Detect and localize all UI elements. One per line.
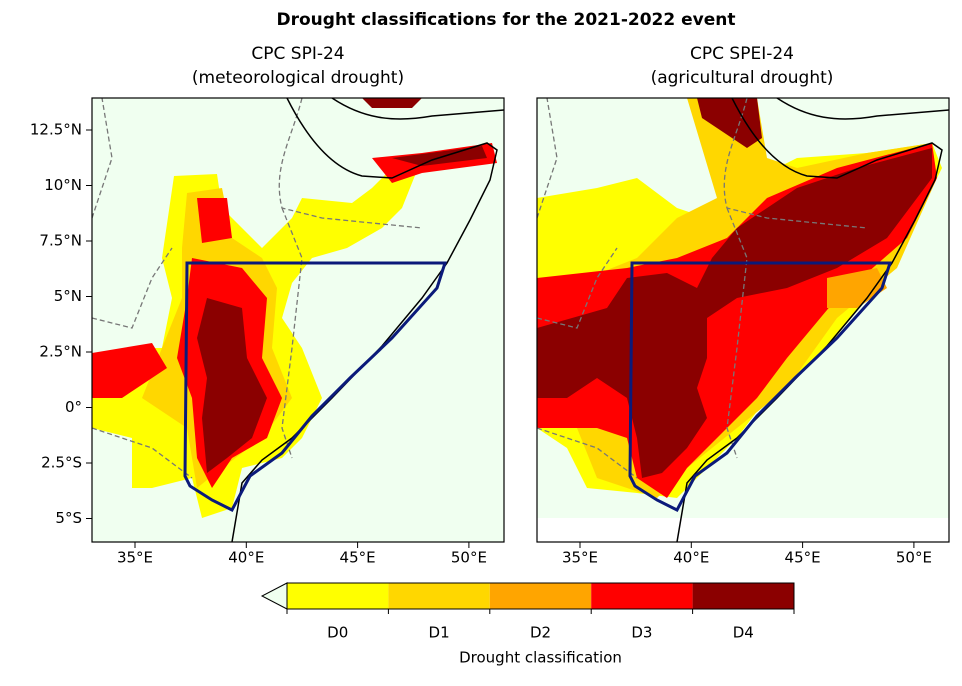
colorbar-label: D4 — [733, 624, 754, 642]
panel-subtitle: (agricultural drought) — [651, 68, 834, 88]
figure-title: Drought classifications for the 2021-202… — [277, 10, 736, 30]
map-panel — [91, 97, 505, 543]
x-tick-label: 35°E — [117, 549, 153, 567]
drought-area — [197, 198, 232, 243]
y-tick-label: 10°N — [44, 176, 82, 194]
panel-subtitle: (meteorological drought) — [192, 68, 404, 88]
colorbar-label: D3 — [631, 624, 652, 642]
x-tick-label: 40°E — [228, 549, 264, 567]
colorbar-box — [591, 583, 693, 609]
colorbar-box — [692, 583, 794, 609]
x-tick-label: 45°E — [340, 549, 376, 567]
drought-area — [197, 298, 267, 473]
colorbar-title: Drought classification — [459, 649, 622, 667]
colorbar: D0 D1 D2 D3 D4 Drought classification — [260, 582, 795, 667]
x-tick-label: 45°E — [785, 549, 821, 567]
colorbar-label: D0 — [327, 624, 348, 642]
drought-area — [92, 343, 167, 398]
panel-title: CPC SPI-24 — [251, 44, 344, 64]
colorbar-extend — [260, 582, 288, 610]
y-tick-label: 5°S — [55, 509, 82, 527]
frame — [536, 97, 950, 543]
drought-area — [697, 98, 762, 148]
frame — [91, 97, 505, 543]
x-tick-label: 50°E — [896, 549, 932, 567]
map-panel — [536, 97, 950, 543]
colorbar-box — [287, 583, 389, 609]
colorbar-frame — [286, 582, 795, 610]
axes: 12.5°N 10°N 7.5°N 5°N 2.5°N 0° 2.5°S 5°S 35°E 40°… — [30, 121, 932, 567]
somalia-outline — [183, 261, 448, 512]
y-tick-label: 2.5°N — [39, 343, 82, 361]
x-tick-label: 40°E — [673, 549, 709, 567]
somalia-outline — [628, 261, 893, 512]
y-tick-label: 0° — [65, 398, 82, 416]
y-tick-label: 2.5°S — [41, 454, 82, 472]
y-tick-label: 5°N — [54, 287, 82, 305]
y-tick-label: 7.5°N — [39, 232, 82, 250]
x-tick-label: 50°E — [451, 549, 487, 567]
x-tick-label: 35°E — [562, 549, 598, 567]
drought-area — [537, 148, 932, 478]
colorbar-label: D2 — [530, 624, 551, 642]
colorbar-box — [489, 583, 592, 609]
colorbar-box — [388, 583, 490, 609]
drought-area — [362, 98, 422, 108]
y-tick-label: 12.5°N — [30, 121, 82, 139]
colorbar-label: D1 — [429, 624, 450, 642]
panel-title: CPC SPEI-24 — [690, 44, 794, 64]
no-data — [537, 518, 949, 542]
